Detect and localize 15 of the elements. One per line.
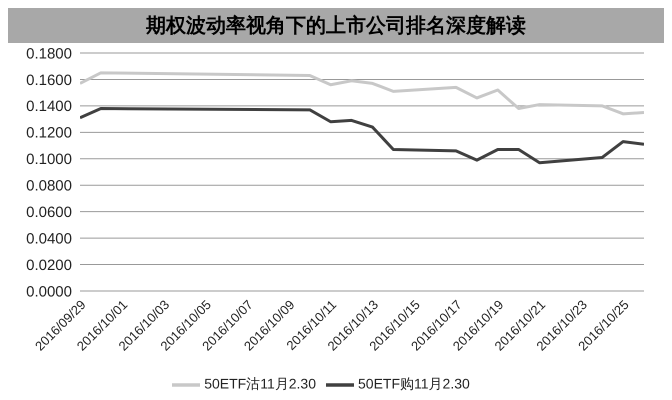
line-series (80, 107, 644, 164)
y-tick-label: 0.0800 (26, 178, 72, 195)
y-tick-label: 0.1600 (26, 72, 72, 89)
y-tick-label: 0.0000 (26, 283, 72, 300)
y-tick-label: 0.0600 (26, 204, 72, 221)
legend-label: 50ETF沽11月2.30 (204, 376, 316, 392)
y-tick-label: 0.1200 (26, 124, 72, 142)
y-tick-label: 0.1000 (26, 151, 72, 168)
y-tick-label: 0.0400 (26, 230, 72, 248)
chart-title: 期权波动率视角下的上市公司排名深度解读 (8, 8, 664, 43)
y-tick-label: 0.0200 (26, 256, 72, 274)
y-tick-label: 0.1400 (26, 98, 72, 116)
line-series (80, 71, 644, 116)
legend-label: 50ETF购11月2.30 (358, 376, 470, 392)
y-tick-label: 0.1800 (26, 45, 72, 62)
